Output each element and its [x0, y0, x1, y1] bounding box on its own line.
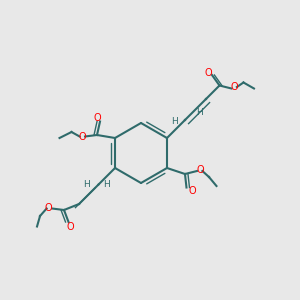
Text: O: O: [66, 221, 74, 232]
Text: O: O: [205, 68, 212, 78]
Text: H: H: [196, 108, 203, 117]
Text: O: O: [188, 185, 196, 196]
Text: O: O: [78, 131, 86, 142]
Text: O: O: [197, 165, 204, 176]
Text: H: H: [83, 180, 90, 189]
Text: O: O: [93, 113, 101, 123]
Text: H: H: [103, 180, 110, 189]
Text: O: O: [45, 203, 52, 213]
Text: O: O: [230, 82, 238, 92]
Text: H: H: [171, 117, 178, 126]
